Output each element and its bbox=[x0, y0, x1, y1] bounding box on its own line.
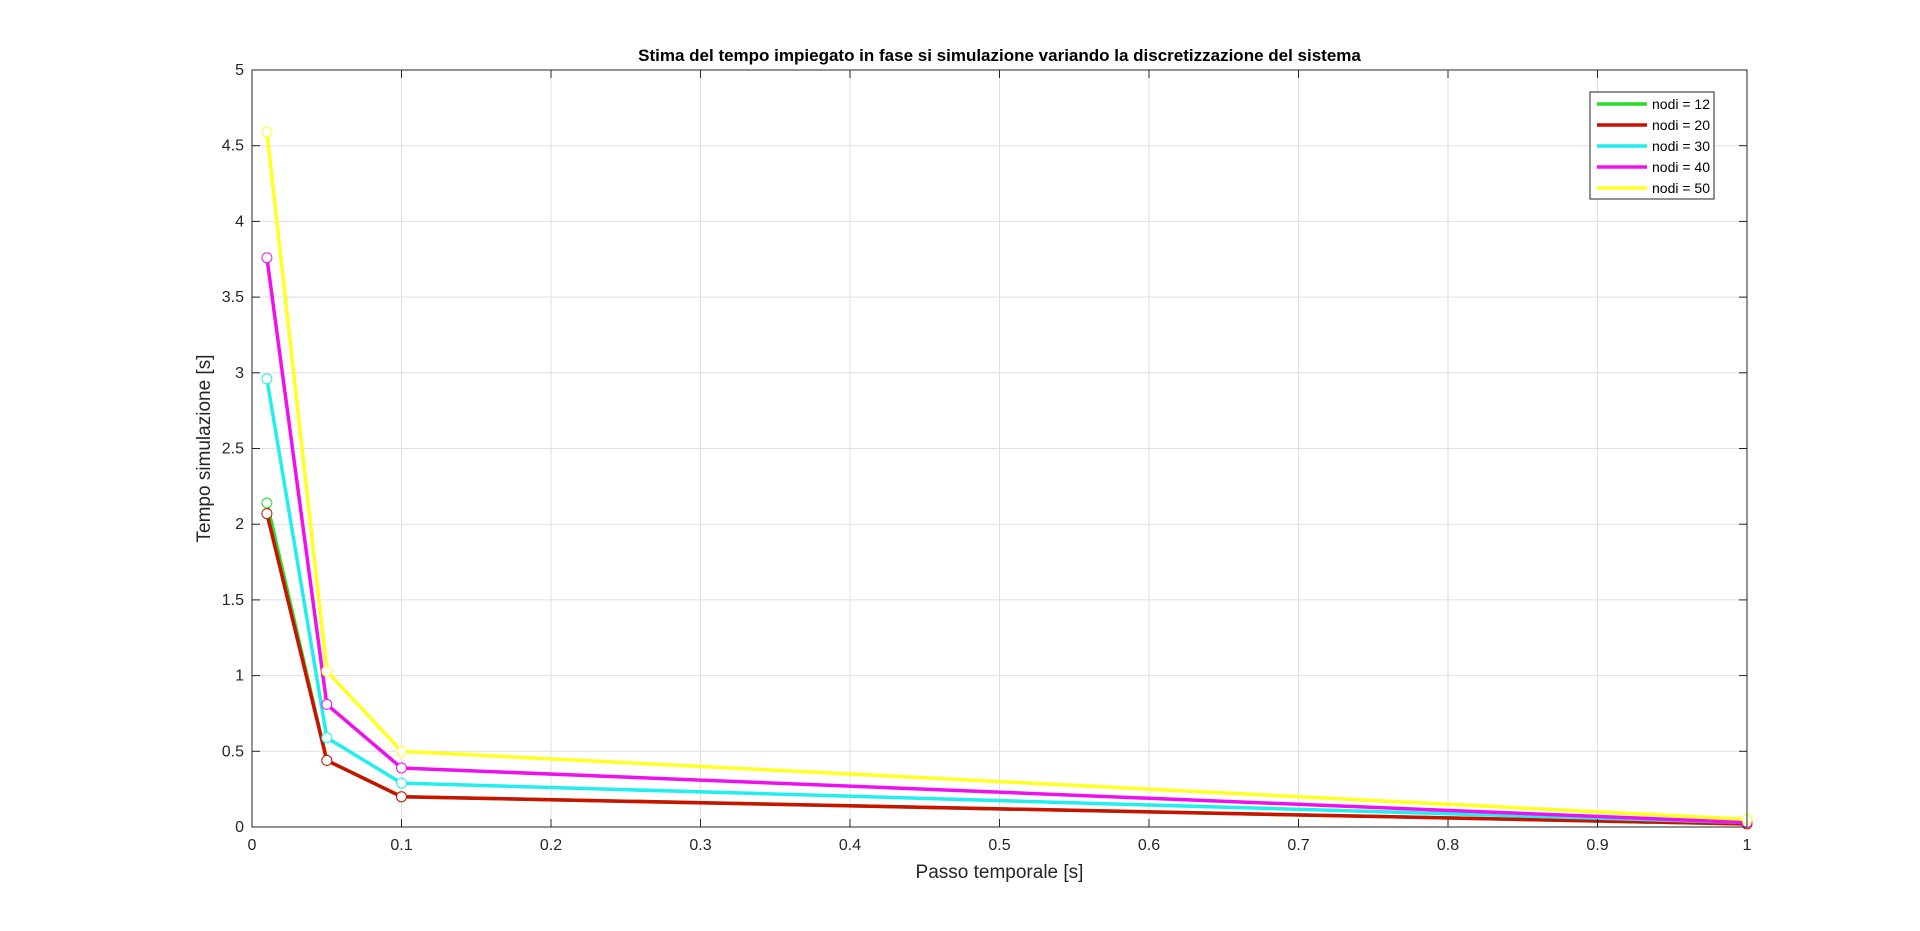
x-axis-label: Passo temporale [s] bbox=[916, 862, 1084, 883]
data-point bbox=[261, 126, 273, 138]
legend-entry: nodi = 20 bbox=[1597, 117, 1710, 133]
y-tick-label: 5 bbox=[235, 62, 244, 79]
series-layer bbox=[261, 126, 1753, 830]
x-tick-label: 0.4 bbox=[839, 837, 861, 854]
data-point bbox=[261, 508, 273, 520]
series-line bbox=[265, 513, 1748, 826]
x-tick-label: 0.9 bbox=[1586, 837, 1608, 854]
data-point bbox=[261, 252, 273, 264]
data-point bbox=[321, 698, 333, 710]
y-tick-label: 4 bbox=[235, 213, 244, 230]
series-line bbox=[265, 131, 1748, 822]
y-axis-ticks: 0 0.5 1 1.5 2 2.5 3 3.5 4 4.5 5 bbox=[222, 62, 1747, 836]
x-tick-label: 0.7 bbox=[1287, 837, 1309, 854]
x-axis-ticks: 0 0.1 0.2 0.3 0.4 0.5 0.6 0.7 0.8 0.9 1 bbox=[248, 70, 1752, 854]
x-tick-label: 0 bbox=[248, 837, 257, 854]
x-tick-label: 0.1 bbox=[390, 837, 412, 854]
x-tick-label: 0.3 bbox=[689, 837, 711, 854]
x-tick-label: 0.5 bbox=[988, 837, 1010, 854]
y-tick-label: 4.5 bbox=[222, 138, 244, 155]
data-point bbox=[321, 754, 333, 766]
data-point bbox=[261, 373, 273, 385]
legend-entry: nodi = 30 bbox=[1597, 138, 1710, 154]
chart-title: Stima del tempo impiegato in fase si sim… bbox=[638, 46, 1361, 65]
y-tick-label: 0.5 bbox=[222, 743, 244, 760]
legend-label: nodi = 20 bbox=[1652, 117, 1710, 133]
data-point bbox=[261, 497, 273, 509]
y-tick-label: 1.5 bbox=[222, 592, 244, 609]
legend-entry: nodi = 40 bbox=[1597, 159, 1710, 175]
y-tick-label: 3.5 bbox=[222, 289, 244, 306]
x-tick-label: 0.8 bbox=[1437, 837, 1459, 854]
data-point bbox=[321, 665, 333, 677]
data-point bbox=[396, 745, 407, 757]
series-line bbox=[265, 378, 1748, 825]
y-tick-label: 0 bbox=[235, 819, 244, 836]
legend[interactable]: nodi = 12 nodi = 20 nodi = 30 nodi = 40 nodi… bbox=[1589, 91, 1715, 200]
data-point bbox=[396, 791, 407, 803]
legend-label: nodi = 40 bbox=[1652, 159, 1710, 175]
legend-label: nodi = 50 bbox=[1652, 180, 1710, 196]
x-tick-label: 0.2 bbox=[540, 837, 562, 854]
y-tick-label: 2.5 bbox=[222, 441, 244, 458]
y-tick-label: 2 bbox=[235, 516, 244, 533]
legend-entry: nodi = 50 bbox=[1597, 180, 1710, 196]
legend-entry: nodi = 12 bbox=[1597, 96, 1710, 112]
x-tick-label: 1 bbox=[1743, 837, 1752, 854]
legend-label: nodi = 30 bbox=[1652, 138, 1710, 154]
y-tick-label: 3 bbox=[235, 365, 244, 382]
legend-label: nodi = 12 bbox=[1652, 96, 1710, 112]
y-axis-label: Tempo simulazione [s] bbox=[194, 355, 215, 543]
y-tick-label: 1 bbox=[235, 668, 244, 685]
data-point bbox=[396, 762, 407, 774]
data-point bbox=[396, 777, 407, 789]
series-4 bbox=[261, 126, 1753, 825]
x-tick-label: 0.6 bbox=[1138, 837, 1160, 854]
data-point bbox=[321, 732, 333, 744]
series-line bbox=[265, 257, 1748, 825]
